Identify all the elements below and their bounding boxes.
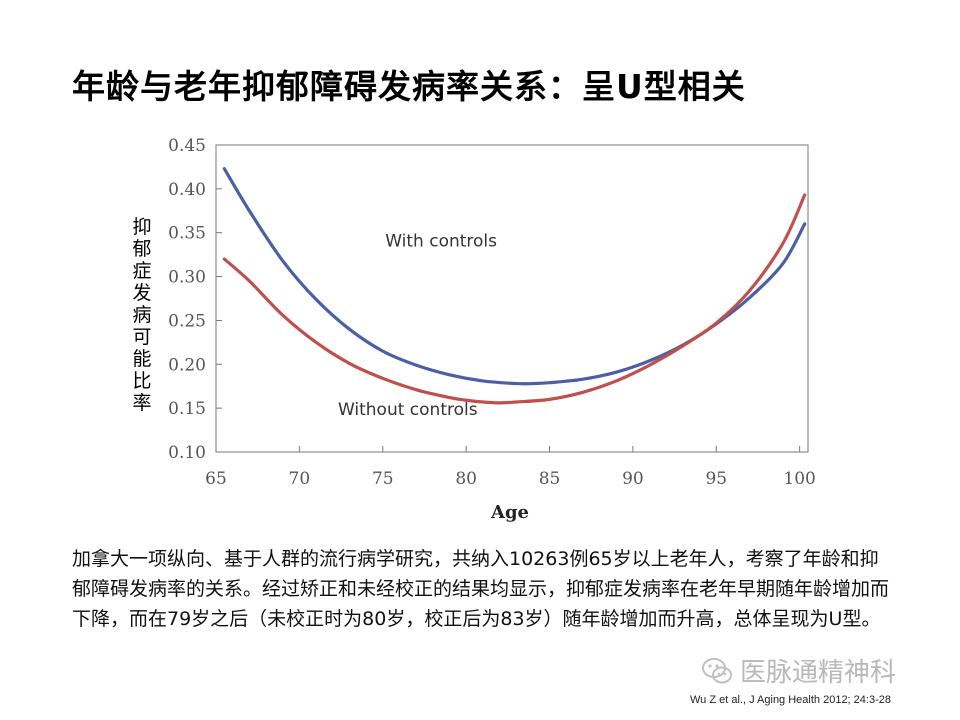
x-tick-label: 90 — [622, 469, 644, 489]
y-axis-label-char: 抑 — [132, 216, 152, 238]
annotation-without-controls: Without controls — [338, 400, 478, 420]
series-line-without-controls — [222, 193, 807, 405]
y-tick-label: 0.45 — [168, 136, 206, 156]
y-axis-label-char: 比 — [132, 370, 152, 392]
series-lines — [222, 167, 807, 405]
description-text: 加拿大一项纵向、基于人群的流行病学研究，共纳入10263例65岁以上老年人，考察… — [72, 548, 890, 630]
x-tick-label: 85 — [539, 469, 561, 489]
y-tick-label: 0.15 — [168, 399, 206, 419]
y-axis-label-char: 率 — [132, 392, 152, 414]
y-tick-label: 0.10 — [168, 443, 206, 463]
y-tick-label: 0.20 — [168, 355, 206, 375]
citation: Wu Z et al., J Aging Health 2012; 24:3-2… — [690, 694, 891, 706]
y-tick-label: 0.30 — [168, 268, 206, 288]
watermark-text: 医脉通精神科 — [740, 658, 897, 688]
x-tick-label: 100 — [783, 469, 815, 489]
series-line-with-controls — [222, 167, 807, 386]
x-tick-label: 80 — [455, 469, 477, 489]
annotation-with-controls: With controls — [385, 232, 497, 252]
y-tick-label: 0.35 — [168, 224, 206, 244]
x-tick-label: 65 — [205, 469, 227, 489]
y-tick-label: 0.40 — [168, 180, 206, 200]
y-tick-label: 0.25 — [168, 311, 206, 331]
y-axis-label-char: 症 — [132, 260, 152, 282]
plot-frame — [215, 144, 809, 453]
x-tick-label: 70 — [289, 469, 311, 489]
x-axis-title: Age — [490, 502, 529, 523]
curve-annotations: With controls Without controls — [338, 232, 497, 420]
y-axis: 0.10 0.15 0.20 0.25 0.30 0.35 0.40 0.45 — [168, 136, 222, 463]
x-tick-label: 95 — [705, 469, 727, 489]
x-tick-label: 75 — [372, 469, 394, 489]
x-axis: 65 70 75 80 85 90 95 100 — [205, 446, 816, 489]
y-axis-label-char: 郁 — [132, 238, 152, 260]
watermark: 医脉通精神科 — [700, 652, 896, 689]
y-axis-label-char: 病 — [132, 304, 152, 326]
wechat-icon — [702, 657, 732, 683]
y-axis-label: 抑郁症发病可能比率 — [129, 216, 155, 414]
y-axis-label-char: 可 — [132, 326, 152, 348]
u-shape-line-chart: 0.10 0.15 0.20 0.25 0.30 0.35 0.40 0.45 65 70 75 8… — [168, 136, 816, 523]
y-axis-label-char: 能 — [132, 348, 152, 370]
y-axis-label-char: 发 — [132, 282, 152, 304]
page-title: 年龄与老年抑郁障碍发病率关系：呈U型相关 — [72, 67, 746, 106]
